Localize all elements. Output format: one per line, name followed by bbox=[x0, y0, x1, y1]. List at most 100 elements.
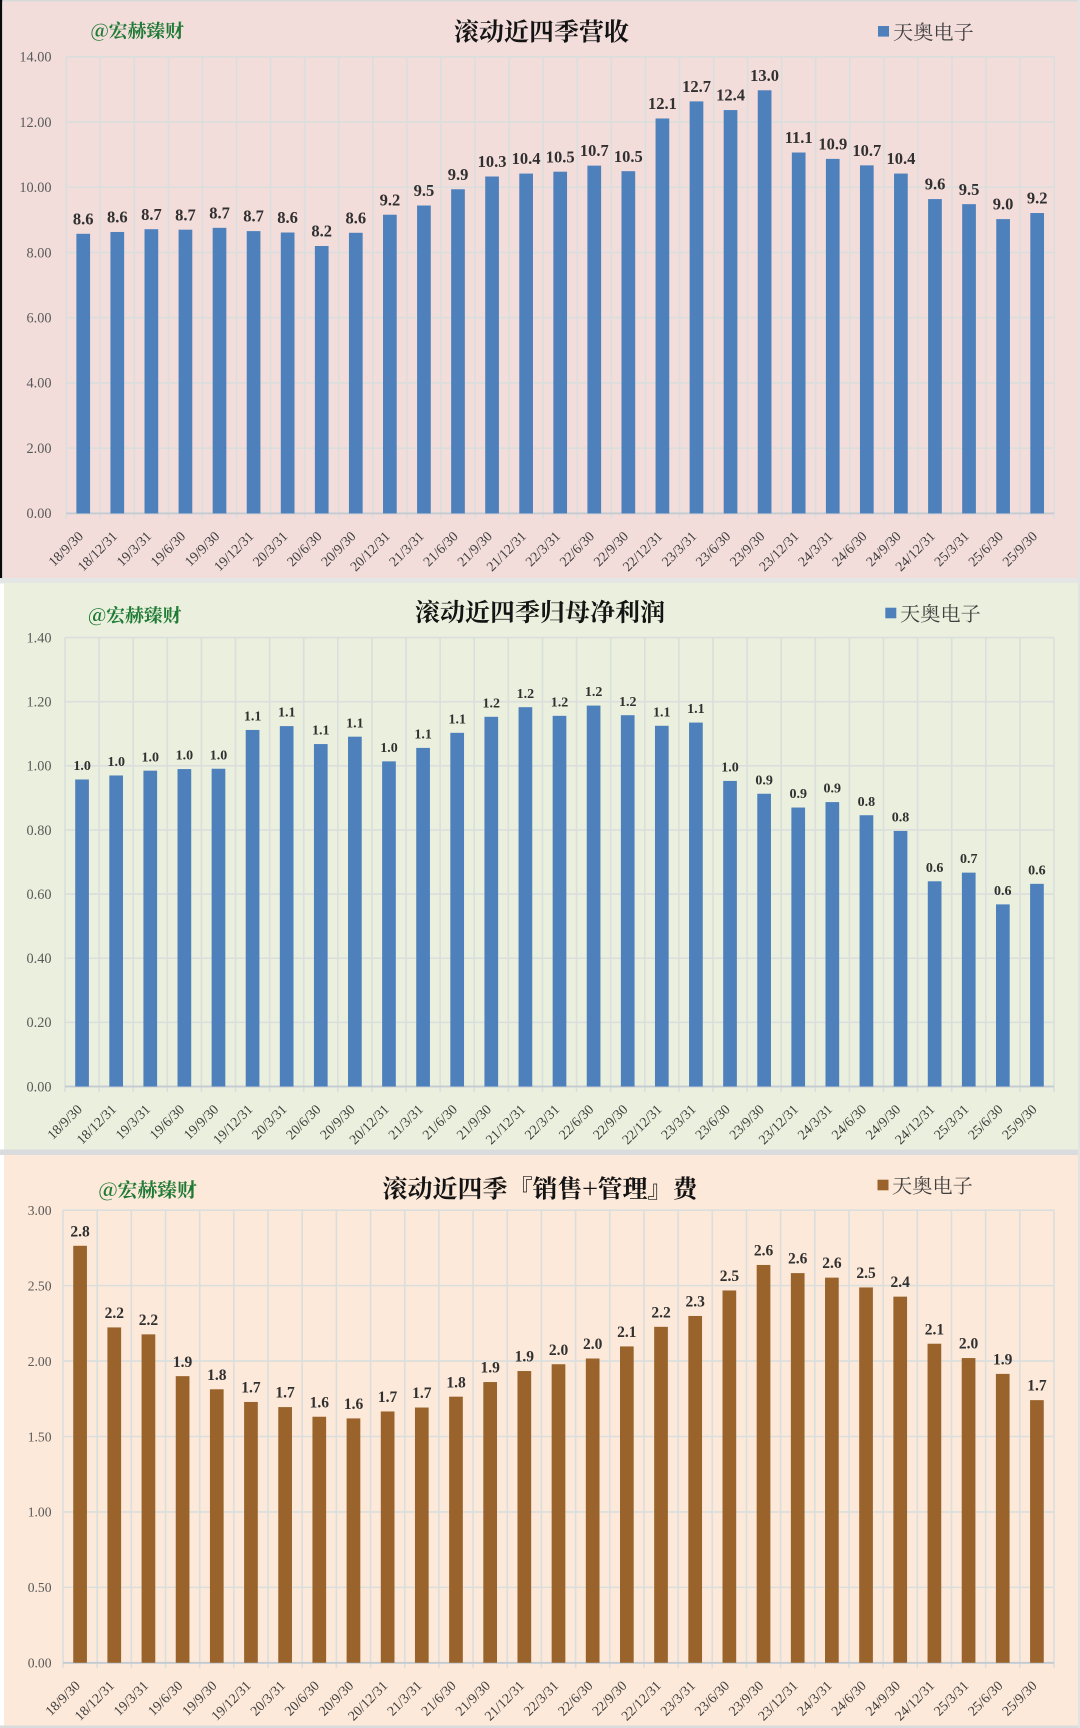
svg-text:10.7: 10.7 bbox=[580, 141, 609, 160]
svg-text:2.5: 2.5 bbox=[856, 1265, 876, 1282]
svg-text:2.00: 2.00 bbox=[28, 1354, 52, 1369]
svg-text:1.0: 1.0 bbox=[107, 755, 125, 770]
svg-text:1.0: 1.0 bbox=[142, 750, 160, 765]
svg-text:8.6: 8.6 bbox=[345, 208, 366, 227]
svg-text:1.0: 1.0 bbox=[176, 749, 194, 764]
svg-text:2.1: 2.1 bbox=[617, 1324, 636, 1341]
svg-text:10.3: 10.3 bbox=[478, 152, 507, 171]
svg-text:2.5: 2.5 bbox=[720, 1268, 740, 1285]
svg-text:1.1: 1.1 bbox=[448, 712, 466, 727]
svg-text:0.00: 0.00 bbox=[26, 506, 51, 522]
svg-text:2.2: 2.2 bbox=[105, 1305, 125, 1322]
svg-text:1.50: 1.50 bbox=[28, 1429, 52, 1444]
svg-text:9.5: 9.5 bbox=[959, 180, 980, 199]
svg-text:8.7: 8.7 bbox=[209, 203, 230, 222]
svg-text:10.4: 10.4 bbox=[512, 149, 541, 168]
svg-text:8.7: 8.7 bbox=[141, 205, 162, 224]
svg-text:9.0: 9.0 bbox=[993, 195, 1014, 214]
svg-text:12.1: 12.1 bbox=[648, 94, 677, 113]
svg-text:10.5: 10.5 bbox=[546, 147, 575, 166]
svg-text:0.9: 0.9 bbox=[789, 787, 807, 802]
svg-text:4.00: 4.00 bbox=[26, 376, 51, 392]
svg-text:0.9: 0.9 bbox=[755, 773, 773, 788]
svg-text:1.1: 1.1 bbox=[653, 705, 671, 720]
svg-text:1.0: 1.0 bbox=[721, 761, 739, 776]
svg-text:1.8: 1.8 bbox=[207, 1367, 227, 1384]
svg-text:10.00: 10.00 bbox=[19, 180, 51, 196]
svg-text:1.1: 1.1 bbox=[346, 716, 364, 731]
svg-text:1.6: 1.6 bbox=[310, 1394, 330, 1411]
svg-text:10.9: 10.9 bbox=[818, 135, 847, 154]
svg-text:2.00: 2.00 bbox=[26, 441, 51, 457]
svg-text:2.6: 2.6 bbox=[822, 1255, 842, 1272]
svg-text:10.7: 10.7 bbox=[852, 141, 881, 160]
svg-text:0.00: 0.00 bbox=[28, 1656, 52, 1671]
svg-text:6.00: 6.00 bbox=[26, 311, 51, 327]
svg-text:9.9: 9.9 bbox=[448, 165, 469, 184]
svg-text:10.4: 10.4 bbox=[886, 149, 915, 168]
svg-text:11.1: 11.1 bbox=[785, 128, 813, 147]
svg-text:9.5: 9.5 bbox=[414, 181, 435, 200]
svg-text:14.00: 14.00 bbox=[19, 50, 51, 66]
svg-text:0.20: 0.20 bbox=[26, 1015, 51, 1031]
svg-text:1.9: 1.9 bbox=[515, 1349, 535, 1366]
svg-text:1.1: 1.1 bbox=[244, 710, 262, 725]
svg-text:2.0: 2.0 bbox=[549, 1342, 569, 1359]
svg-text:1.1: 1.1 bbox=[414, 728, 432, 743]
svg-text:1.9: 1.9 bbox=[993, 1352, 1013, 1369]
svg-text:2.1: 2.1 bbox=[925, 1321, 944, 1338]
svg-text:0.50: 0.50 bbox=[28, 1580, 52, 1595]
svg-text:1.2: 1.2 bbox=[585, 685, 603, 700]
svg-text:1.8: 1.8 bbox=[446, 1374, 466, 1391]
svg-text:10.5: 10.5 bbox=[614, 147, 643, 166]
svg-text:2.0: 2.0 bbox=[583, 1336, 603, 1353]
svg-text:1.7: 1.7 bbox=[378, 1389, 398, 1406]
svg-text:8.00: 8.00 bbox=[26, 245, 51, 261]
svg-text:0.6: 0.6 bbox=[926, 861, 944, 876]
svg-text:8.6: 8.6 bbox=[73, 209, 94, 228]
svg-text:2.0: 2.0 bbox=[959, 1336, 979, 1353]
svg-text:8.7: 8.7 bbox=[243, 207, 264, 226]
svg-text:2.2: 2.2 bbox=[651, 1304, 671, 1321]
svg-text:9.6: 9.6 bbox=[925, 175, 946, 194]
svg-text:1.20: 1.20 bbox=[26, 695, 51, 711]
svg-text:2.6: 2.6 bbox=[788, 1251, 808, 1268]
svg-text:9.2: 9.2 bbox=[1027, 189, 1048, 208]
svg-text:0.8: 0.8 bbox=[892, 811, 910, 826]
svg-text:1.7: 1.7 bbox=[412, 1385, 432, 1402]
svg-text:12.00: 12.00 bbox=[19, 115, 51, 131]
svg-text:1.9: 1.9 bbox=[173, 1354, 193, 1371]
svg-text:1.1: 1.1 bbox=[687, 702, 705, 717]
svg-text:1.2: 1.2 bbox=[517, 687, 535, 702]
svg-text:0.7: 0.7 bbox=[960, 852, 978, 867]
svg-text:1.00: 1.00 bbox=[26, 759, 51, 775]
svg-text:9.2: 9.2 bbox=[380, 190, 401, 209]
svg-text:1.7: 1.7 bbox=[1027, 1378, 1047, 1395]
svg-text:3.00: 3.00 bbox=[28, 1203, 52, 1218]
svg-text:1.6: 1.6 bbox=[344, 1396, 364, 1413]
svg-text:0.80: 0.80 bbox=[26, 823, 51, 839]
svg-text:1.00: 1.00 bbox=[28, 1505, 52, 1520]
svg-text:8.6: 8.6 bbox=[277, 208, 298, 227]
svg-text:2.4: 2.4 bbox=[891, 1274, 911, 1291]
svg-text:1.0: 1.0 bbox=[380, 741, 398, 756]
svg-text:1.7: 1.7 bbox=[275, 1385, 295, 1402]
svg-text:1.9: 1.9 bbox=[481, 1360, 501, 1377]
svg-text:8.7: 8.7 bbox=[175, 205, 196, 224]
svg-text:0.9: 0.9 bbox=[824, 782, 842, 797]
svg-text:1.2: 1.2 bbox=[551, 695, 569, 710]
svg-text:2.50: 2.50 bbox=[28, 1278, 52, 1293]
svg-text:0.6: 0.6 bbox=[1028, 864, 1046, 879]
svg-text:2.6: 2.6 bbox=[754, 1243, 774, 1260]
svg-text:0.40: 0.40 bbox=[26, 951, 51, 967]
svg-text:12.4: 12.4 bbox=[716, 86, 745, 105]
svg-text:0.60: 0.60 bbox=[26, 887, 51, 903]
svg-text:0.6: 0.6 bbox=[994, 884, 1012, 899]
svg-text:2.8: 2.8 bbox=[70, 1223, 90, 1240]
svg-text:8.6: 8.6 bbox=[107, 208, 128, 227]
svg-text:1.2: 1.2 bbox=[619, 695, 637, 710]
svg-text:1.0: 1.0 bbox=[210, 748, 228, 763]
svg-text:1.40: 1.40 bbox=[26, 630, 51, 646]
svg-text:1.7: 1.7 bbox=[241, 1380, 261, 1397]
svg-text:2.3: 2.3 bbox=[686, 1294, 706, 1311]
